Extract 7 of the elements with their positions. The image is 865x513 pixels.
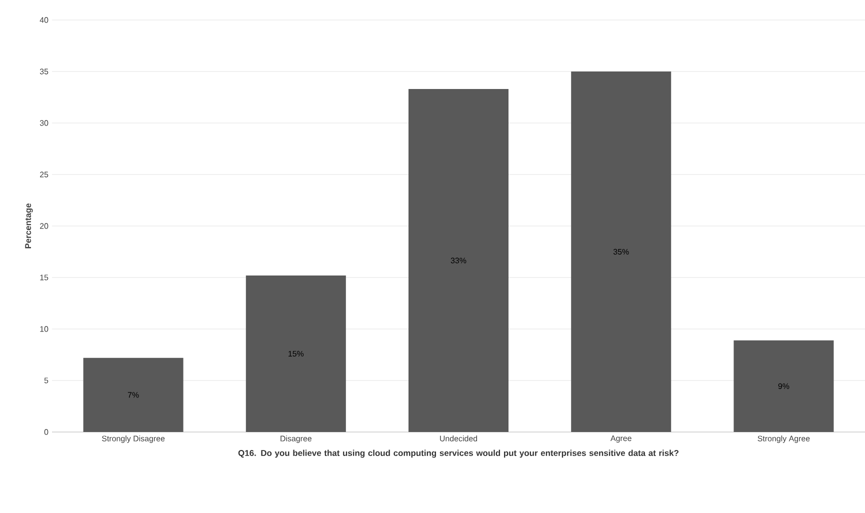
x-axis-title: Q16. Do you believe that using cloud computing services would put your enterprises sensitive data at risk? — [238, 450, 678, 458]
bar — [83, 358, 184, 432]
bar — [408, 89, 509, 432]
y-axis-title: Percentage — [25, 203, 33, 248]
bar — [571, 71, 672, 432]
bar — [246, 275, 346, 432]
bar — [734, 340, 834, 432]
